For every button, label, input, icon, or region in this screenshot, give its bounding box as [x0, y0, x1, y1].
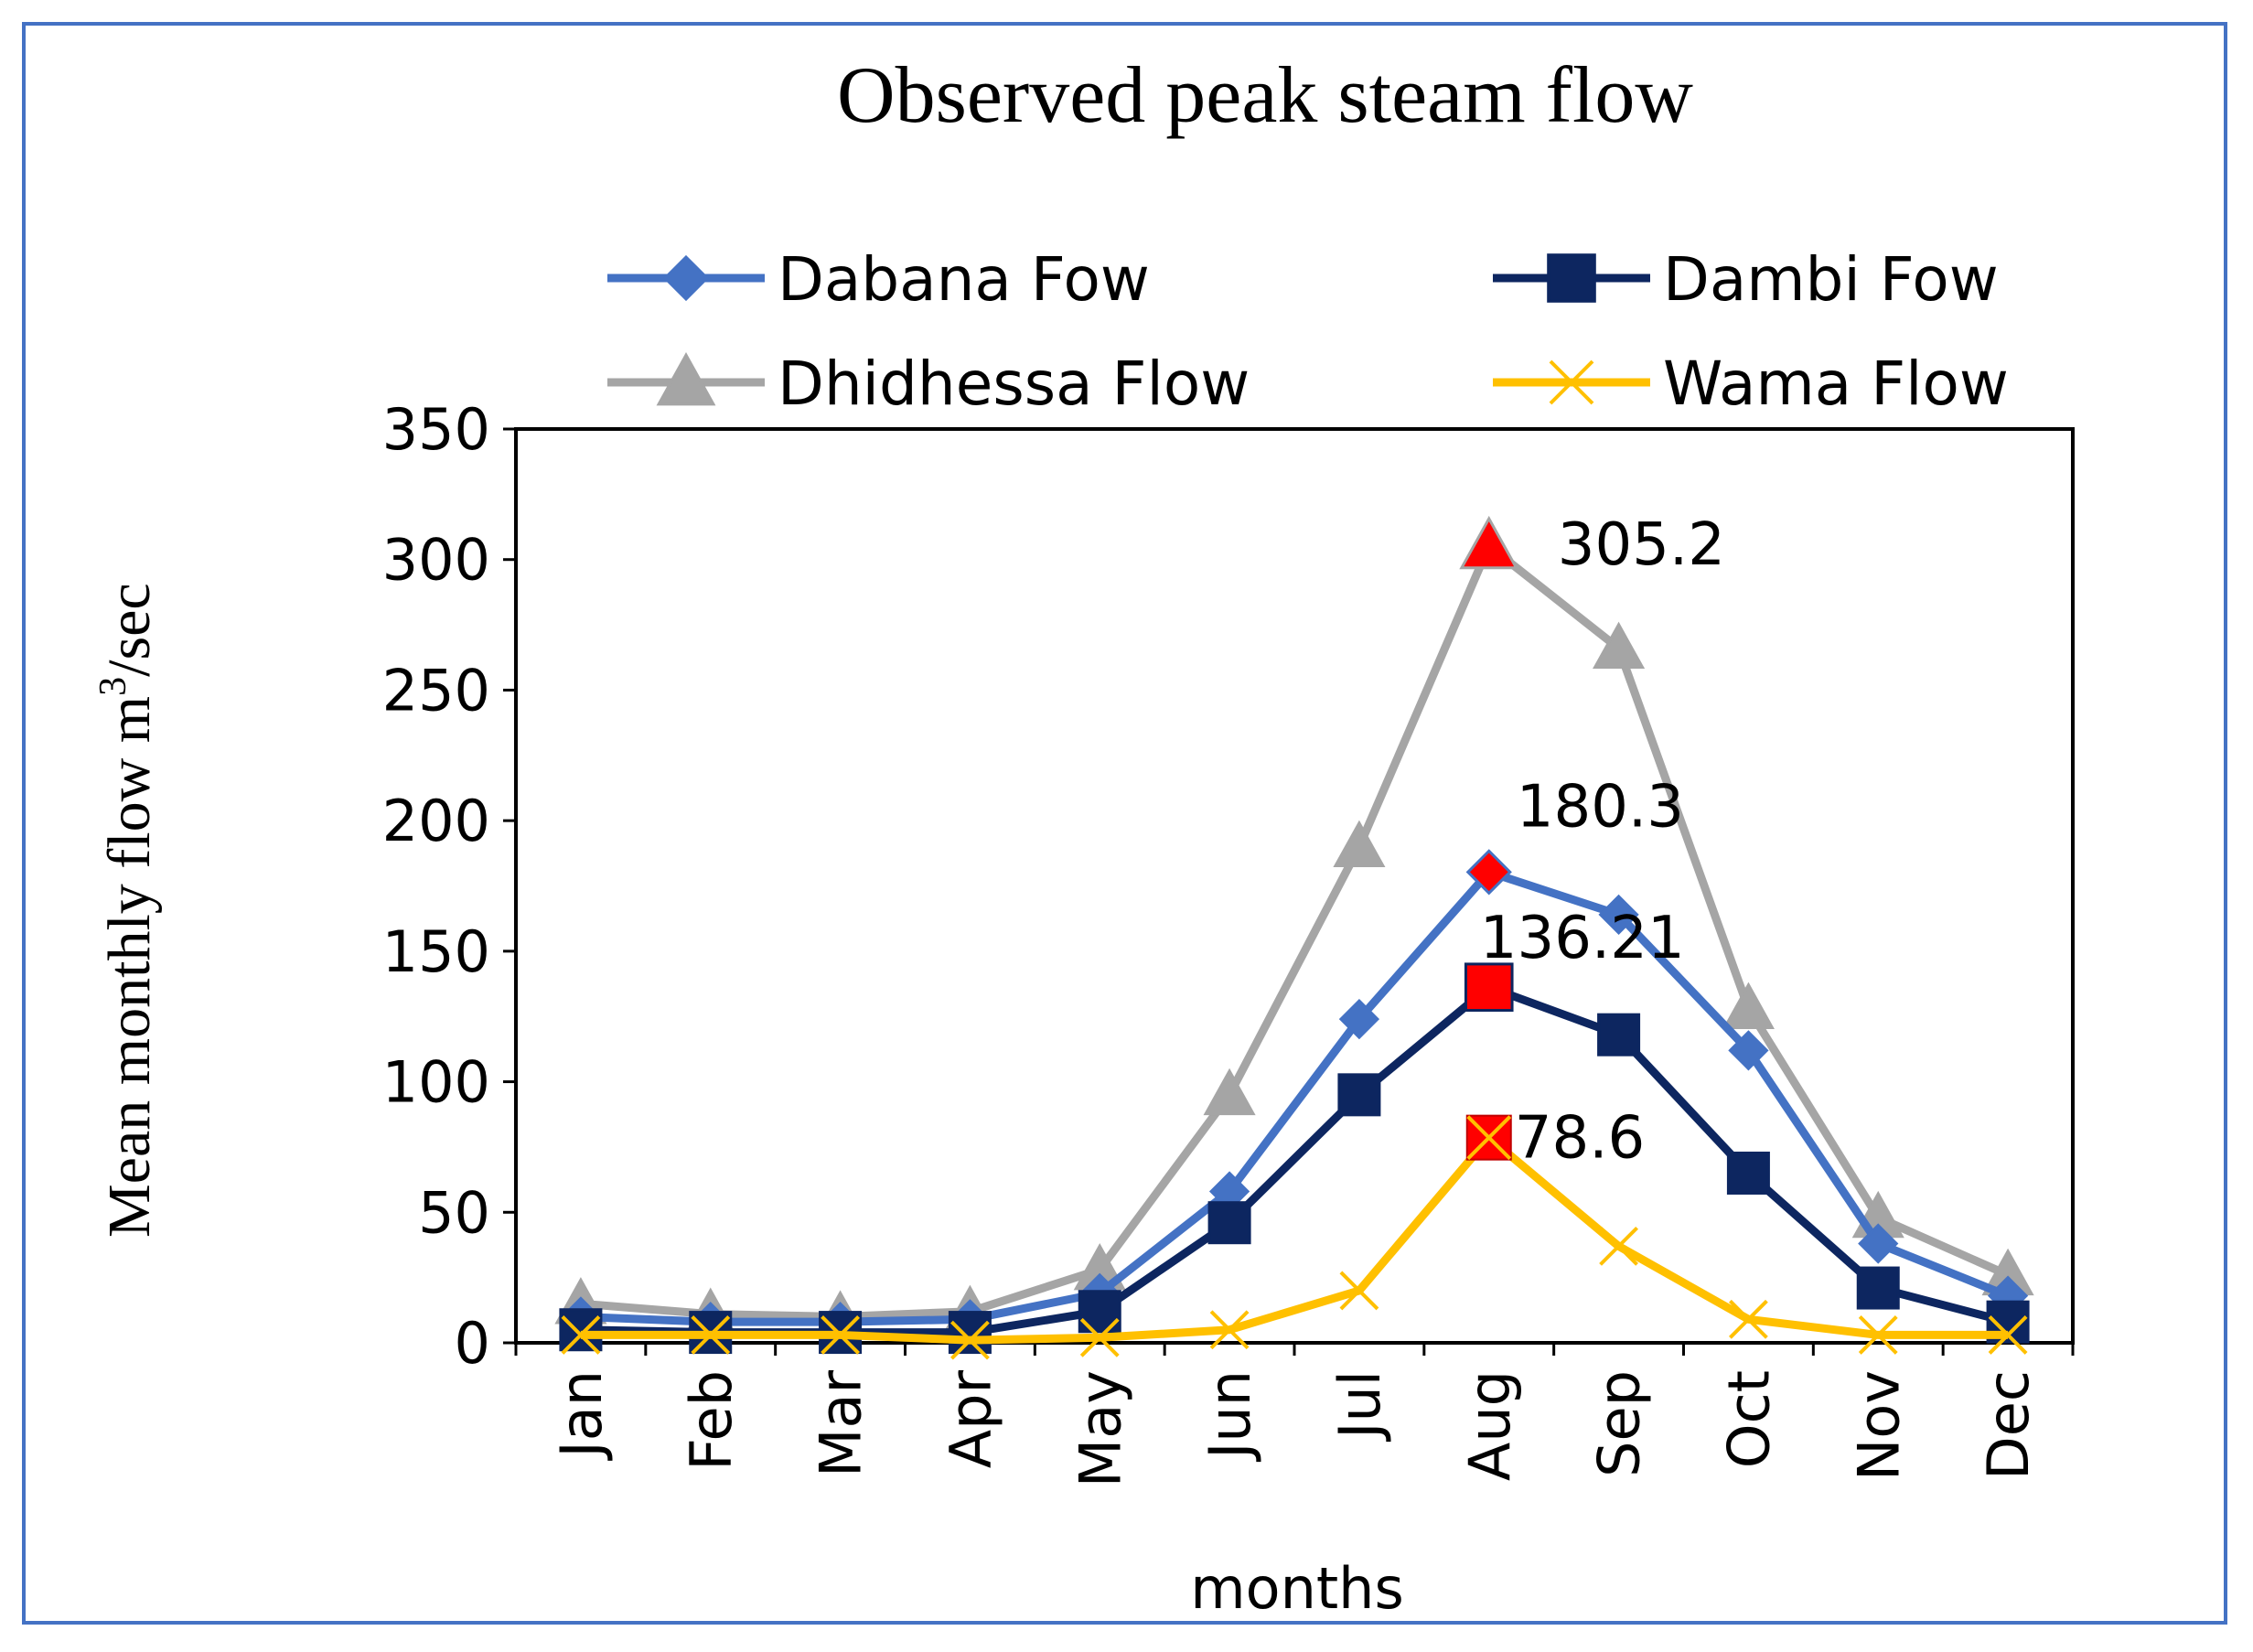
y-tick-label: 200 [382, 788, 490, 854]
series-line-dhidhessa-flow [580, 542, 2010, 1321]
x-tick-label-dec: Dec [1975, 1370, 2042, 1480]
x-tick-label-may: May [1067, 1370, 1133, 1487]
series-point-wama-flow-sep-glyph [1599, 1226, 1638, 1266]
y-tick-label: 350 [382, 396, 490, 463]
plot-border [514, 427, 2075, 1345]
figure-frame: Observed peak steam flow Mean monthly fl… [22, 22, 2227, 1625]
series-point-wama-flow-dec-glyph [1988, 1315, 2028, 1355]
legend-label: Dambi Fow [1663, 244, 1999, 315]
series-point-wama-flow-jun-glyph [1209, 1310, 1250, 1350]
legend-item-dambi-fow: Dambi Fow [1493, 244, 1999, 315]
series-point-wama-flow-dec [1988, 1315, 2028, 1355]
data-label-dambi-fow: 136.21 [1480, 905, 1685, 972]
legend-swatch-marker [656, 352, 716, 406]
data-label-dhidhessa-flow: 305.2 [1558, 511, 1725, 579]
series-point-dabana-fow-sep [1598, 894, 1639, 936]
y-tick-label: 300 [382, 527, 490, 594]
legend-item-dabana-fow: Dabana Fow [607, 244, 1150, 315]
chart-title: Observed peak steam flow [837, 51, 1693, 140]
x-tick-label-jun: Jun [1196, 1370, 1263, 1463]
data-label-dabana-fow: 180.3 [1517, 773, 1684, 841]
series-point-wama-flow-may-glyph [1079, 1317, 1120, 1357]
series-dambi-fow [559, 962, 2030, 1355]
series-point-dambi-fow-jul [1337, 1073, 1381, 1117]
line-chart: Observed peak steam flow Mean monthly fl… [92, 51, 2075, 1621]
legend-swatch-marker [662, 254, 710, 302]
series-point-dhidhessa-flow-jul [1333, 820, 1386, 867]
x-tick-label-feb: Feb [678, 1370, 745, 1471]
x-tick-label-sep: Sep [1586, 1370, 1653, 1477]
series-point-dambi-fow-oct [1726, 1151, 1770, 1195]
series-point-dambi-fow-nov [1856, 1266, 1900, 1310]
series-point-wama-flow-feb-glyph [691, 1315, 731, 1355]
series-point-wama-flow-sep [1599, 1226, 1638, 1266]
series-point-wama-flow-apr [950, 1320, 990, 1360]
series-point-wama-flow-jun [1209, 1310, 1250, 1350]
x-tick-label-jan: Jan [548, 1370, 615, 1462]
series-point-dambi-fow-aug [1464, 962, 1514, 1013]
y-axis-label-main: Mean monthly flow m [96, 696, 163, 1238]
series-point-wama-flow-aug [1466, 1115, 1512, 1161]
series-point-wama-flow-jan [561, 1315, 601, 1355]
legend: Dabana Fow Dambi Fow Dhidhessa Flow Wama Fl… [607, 244, 2009, 419]
series-point-wama-flow-aug-glyph [1466, 1115, 1512, 1161]
series-point-dhidhessa-flow-aug [1459, 515, 1519, 570]
y-tick-label: 150 [382, 918, 490, 985]
y-axis-label: Mean monthly flow m3/sec [92, 583, 163, 1238]
y-axis-label-suffix: /sec [96, 583, 163, 677]
x-tick-label-aug: Aug [1456, 1370, 1523, 1481]
series-point-dhidhessa-flow-oct [1722, 982, 1775, 1029]
series-point-dhidhessa-flow-sep [1593, 621, 1646, 670]
legend-swatch-marker [1547, 253, 1596, 303]
series-point-wama-flow-feb [691, 1315, 731, 1355]
x-axis-label: months [1190, 1555, 1404, 1621]
series-dhidhessa-flow [554, 515, 2034, 1337]
legend-item-dhidhessa-flow: Dhidhessa Flow [607, 349, 1250, 419]
series-point-dabana-fow-oct [1728, 1030, 1769, 1071]
series-point-dambi-fow-sep [1597, 1013, 1641, 1057]
series-point-wama-flow-jan-glyph [561, 1315, 601, 1355]
series-point-dhidhessa-flow-jun [1203, 1067, 1256, 1116]
series-point-dambi-fow-jun [1207, 1201, 1251, 1245]
series-point-dabana-fow-aug [1465, 849, 1512, 896]
series-point-wama-flow-may [1079, 1317, 1120, 1357]
series-line-wama-flow [580, 1133, 2009, 1345]
legend-label: Wama Flow [1663, 349, 2009, 419]
series-point-wama-flow-oct [1729, 1299, 1768, 1339]
series-line-dabana-fow [580, 867, 2010, 1326]
x-tick-label-oct: Oct [1715, 1370, 1782, 1468]
data-label-wama-flow: 78.6 [1515, 1105, 1646, 1173]
series-point-wama-flow-apr-glyph [950, 1320, 990, 1360]
legend-item-wama-flow: Wama Flow [1493, 349, 2009, 419]
series-point-wama-flow-jul [1339, 1271, 1379, 1311]
series-point-dabana-fow-nov [1858, 1223, 1899, 1264]
x-tick-label-apr: Apr [937, 1369, 1003, 1468]
legend-swatch-marker [1549, 359, 1594, 405]
legend-label: Dabana Fow [778, 244, 1150, 315]
y-tick-label: 50 [418, 1179, 490, 1246]
y-tick-label: 100 [382, 1049, 490, 1116]
x-tick-label-jul: Jul [1326, 1370, 1393, 1443]
series-point-wama-flow-jul-glyph [1339, 1271, 1379, 1311]
series-point-wama-flow-mar-glyph [821, 1315, 860, 1355]
series-point-wama-flow-nov-glyph [1858, 1315, 1898, 1355]
series-point-dambi-fow-apr [948, 1311, 992, 1355]
legend-label: Dhidhessa Flow [778, 349, 1250, 419]
y-axis-label-sup: 3 [92, 677, 134, 696]
plot-area: 0 50 100 150 200 250 300 350 Jan Feb Mar Apr May Jun J… [382, 396, 2075, 1487]
series-point-dambi-fow-jan [559, 1308, 603, 1352]
y-tick-label: 250 [382, 657, 490, 724]
series-point-wama-flow-nov [1858, 1315, 1898, 1355]
x-tick-label-mar: Mar [808, 1369, 874, 1476]
x-tick-label-nov: Nov [1845, 1370, 1912, 1481]
series-point-wama-flow-oct-glyph [1729, 1299, 1768, 1339]
series-point-wama-flow-mar [821, 1315, 860, 1355]
series-line-dambi-fow [580, 982, 2010, 1337]
series-point-dabana-fow-jul [1338, 998, 1380, 1040]
series-wama-flow [561, 1114, 2028, 1360]
legend-swatch-marker-glyph [1549, 359, 1594, 405]
y-tick-label: 0 [455, 1310, 490, 1377]
